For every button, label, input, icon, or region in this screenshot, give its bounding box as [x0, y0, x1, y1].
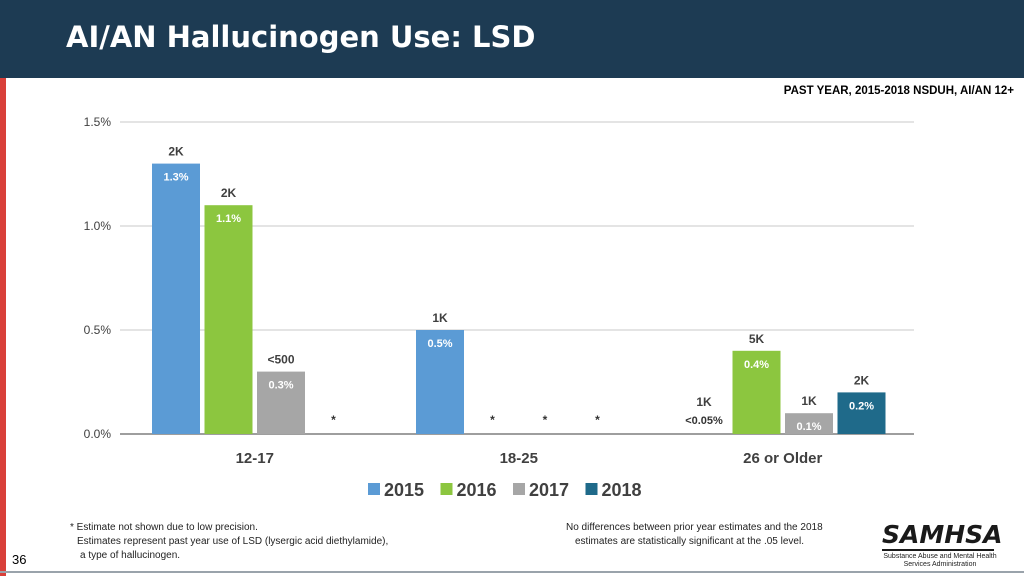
suppressed-estimate-marker: *	[331, 413, 336, 427]
suppressed-estimate-marker: *	[595, 413, 600, 427]
footnote-left: * Estimate not shown due to low precisio…	[70, 521, 388, 563]
bar-2016-26 or Older	[732, 350, 781, 434]
y-tick-label: 0.5%	[84, 323, 112, 337]
page-number: 36	[12, 552, 27, 567]
bar-chart: 0.0% 0.5% 1.0% 1.5% 1.3% 2K 1.1% 2K 0.3% <500 * 12-…	[84, 115, 914, 500]
footnote-significance-cont: estimates are statistically significant …	[575, 536, 804, 547]
footnote-lsd-definition: Estimates represent past year use of LSD…	[77, 536, 389, 547]
header-bar: AI/AN Hallucinogen Use: LSD	[0, 0, 1024, 78]
samhsa-logo-underline	[882, 549, 994, 551]
bar-2017-12-17	[257, 371, 305, 434]
legend-swatch-2017	[513, 483, 525, 495]
y-tick-label: 1.5%	[84, 115, 112, 129]
bar-2015-12-17	[152, 163, 200, 434]
legend-label: 2017	[529, 480, 569, 500]
bar-count-label: 1K	[801, 394, 817, 408]
suppressed-estimate-marker: *	[490, 413, 495, 427]
suppressed-estimate-marker: *	[543, 413, 548, 427]
bar-value-label: 0.2%	[849, 400, 874, 412]
bar-value-label: 0.3%	[268, 380, 293, 392]
legend-label: 2018	[602, 480, 642, 500]
bar-value-label: 1.3%	[163, 172, 188, 184]
bar-count-label: 1K	[432, 311, 448, 325]
x-category-label: 26 or Older	[743, 450, 822, 467]
bar-count-label: 5K	[749, 332, 765, 346]
chart-subtitle: PAST YEAR, 2015-2018 NSDUH, AI/AN 12+	[783, 85, 1014, 97]
legend-swatch-2016	[440, 483, 453, 495]
bar-2017-26 or Older	[785, 413, 833, 434]
samhsa-logo: SAMHSA Substance Abuse and Mental Health…	[882, 520, 1003, 569]
bar-value-label: <0.05%	[685, 415, 723, 427]
legend-swatch-2018	[585, 483, 598, 495]
footnote-right: No differences between prior year estima…	[566, 521, 823, 549]
samhsa-logo-line1: Substance Abuse and Mental Health	[883, 553, 997, 560]
x-category-label: 12-17	[236, 450, 274, 467]
y-tick-label: 0.0%	[84, 427, 112, 441]
bar-count-label: 2K	[854, 373, 870, 387]
legend-label: 2015	[384, 480, 424, 500]
bar-count-label: 1K	[696, 395, 712, 409]
bar-count-label: <500	[267, 353, 294, 367]
samhsa-logo-line2: Services Administration	[903, 561, 977, 568]
bar-value-label: 0.5%	[427, 338, 452, 350]
x-category-label: 18-25	[500, 450, 538, 467]
legend-label: 2016	[457, 480, 497, 500]
bar-value-label: 0.4%	[744, 359, 769, 371]
bar-2015-18-25	[416, 330, 464, 434]
bottom-divider	[0, 571, 1024, 573]
samhsa-logo-wordmark: SAMHSA	[882, 520, 1003, 549]
left-accent-bar	[0, 0, 6, 576]
y-tick-label: 1.0%	[84, 219, 112, 233]
footnote-lsd-definition-cont: a type of hallucinogen.	[80, 550, 181, 561]
legend-swatch-2015	[368, 483, 380, 495]
bar-2018-26 or Older	[837, 392, 886, 434]
samhsa-logo-subtitle: Substance Abuse and Mental Health Servic…	[882, 553, 998, 569]
bar-count-label: 2K	[168, 145, 184, 159]
bar-count-label: 2K	[221, 186, 237, 200]
bar-value-label: 1.1%	[216, 213, 241, 225]
page-title: AI/AN Hallucinogen Use: LSD	[66, 20, 536, 54]
bar-value-label: 0.1%	[796, 421, 821, 433]
footnote-low-precision: * Estimate not shown due to low precisio…	[70, 522, 258, 533]
footnote-significance: No differences between prior year estima…	[566, 522, 823, 533]
bar-2016-12-17	[204, 205, 253, 434]
